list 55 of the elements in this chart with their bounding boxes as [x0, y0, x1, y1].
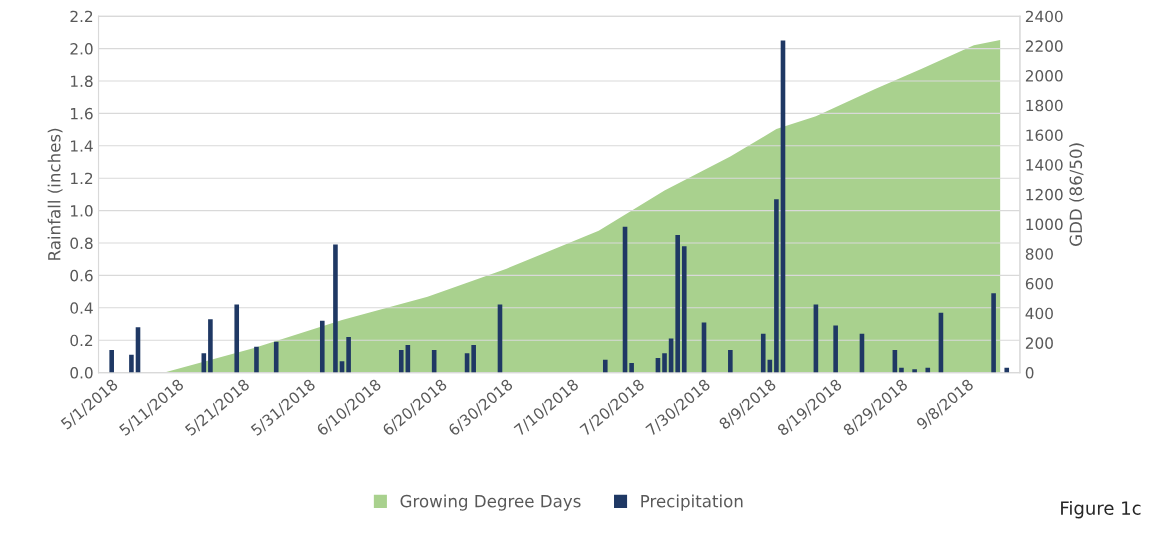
bar [471, 345, 476, 373]
y2-tick-label: 2400 [1025, 10, 1063, 23]
y2-tick-label: 2200 [1025, 40, 1063, 52]
bar [833, 325, 838, 373]
bar [208, 319, 213, 373]
y-tick-label: 0.0 [70, 367, 93, 379]
y-tick-label: 1.6 [71, 107, 93, 120]
y2-tick-label: 0 [1025, 367, 1034, 379]
legend-label: Precipitation [641, 494, 743, 511]
bar [333, 244, 338, 373]
y2-tick-label: 2000 [1025, 70, 1063, 82]
y-tick-label: 2.2 [70, 10, 93, 22]
y2-axis-title: GDD (86/50) [1069, 143, 1085, 246]
bar [109, 349, 114, 373]
y2-tick-label: 600 [1025, 277, 1053, 290]
y2-tick-label: 1400 [1026, 159, 1063, 171]
bar [760, 333, 766, 373]
bar [774, 199, 779, 373]
y-tick-label: 0.6 [70, 269, 93, 282]
bar [991, 293, 996, 373]
y-tick-label: 1.0 [71, 205, 93, 217]
y2-tick-label: 800 [1025, 248, 1053, 260]
bar [681, 246, 687, 373]
bar [398, 349, 404, 373]
y-tick-label: 0.2 [70, 334, 93, 347]
y2-tick-label: 1200 [1026, 188, 1063, 201]
y-tick-label: 0.4 [70, 302, 93, 314]
bar [1004, 367, 1010, 373]
bar [346, 336, 351, 373]
bar [273, 341, 279, 373]
y2-tick-label: 1000 [1026, 218, 1063, 231]
y2-tick-label: 200 [1025, 337, 1053, 349]
y2-tick-label: 400 [1025, 307, 1053, 320]
y-tick-label: 2.0 [70, 43, 93, 55]
bar [728, 349, 733, 373]
bar [675, 234, 680, 373]
y-tick-label: 1.4 [71, 140, 93, 152]
bar [662, 353, 667, 373]
bar [234, 304, 240, 373]
y2-tick-label: 1600 [1026, 129, 1063, 142]
y2-tick-label: 1800 [1026, 99, 1063, 112]
y-tick-label: 1.8 [71, 75, 93, 88]
bar [254, 346, 259, 373]
y-tick-label: 0.8 [70, 237, 93, 250]
bar [129, 354, 134, 373]
y-axis-title: Rainfall (inches) [47, 128, 63, 260]
bar [912, 369, 917, 373]
caption: Figure 1c [1061, 500, 1141, 519]
y-tick-label: 1.2 [71, 172, 93, 184]
bar [925, 367, 931, 373]
bar [319, 320, 325, 373]
bar [602, 359, 608, 373]
legend-label: Growing Degree Days [400, 494, 581, 511]
bar [899, 367, 904, 373]
bar [629, 362, 634, 373]
